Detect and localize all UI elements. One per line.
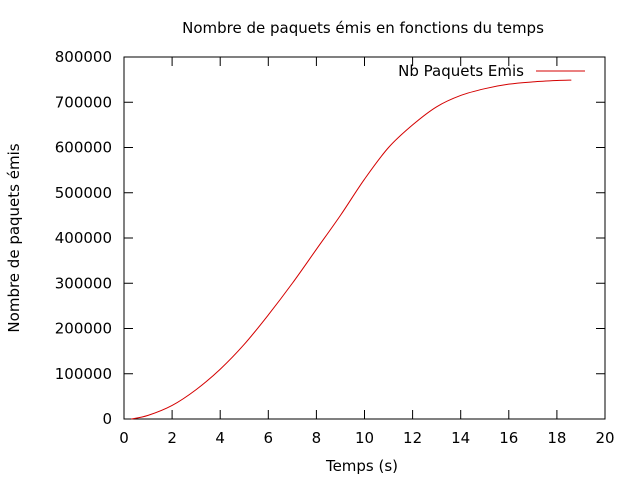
x-axis: 0 2 4 6 8 10 12 14 16 18 20 bbox=[119, 57, 615, 447]
y-axis: 0 100000 200000 300000 400000 500000 600000 700… bbox=[55, 48, 605, 428]
x-tick-label: 12 bbox=[403, 429, 422, 447]
series-layer bbox=[131, 79, 572, 420]
y-tick-label: 100000 bbox=[55, 365, 112, 383]
legend: Nb Paquets Emis bbox=[398, 62, 585, 80]
legend-label: Nb Paquets Emis bbox=[398, 62, 524, 80]
x-tick-label: 14 bbox=[451, 429, 470, 447]
y-tick-label: 600000 bbox=[55, 139, 112, 157]
y-tick-label: 800000 bbox=[55, 48, 112, 66]
x-tick-label: 6 bbox=[264, 429, 274, 447]
y-tick-label: 700000 bbox=[55, 93, 112, 111]
y-tick-label: 0 bbox=[102, 410, 112, 428]
x-tick-label: 20 bbox=[595, 429, 614, 447]
y-axis-label: Nombre de paquets émis bbox=[5, 143, 23, 332]
x-tick-label: 8 bbox=[312, 429, 322, 447]
chart-title: Nombre de paquets émis en fonctions du t… bbox=[182, 19, 544, 37]
y-tick-label: 300000 bbox=[55, 274, 112, 292]
x-tick-label: 18 bbox=[547, 429, 566, 447]
y-tick-label: 400000 bbox=[55, 229, 112, 247]
series-line bbox=[131, 79, 572, 420]
x-tick-label: 16 bbox=[499, 429, 518, 447]
plot-frame bbox=[123, 56, 606, 420]
x-axis-label: Temps (s) bbox=[325, 457, 398, 475]
x-tick-label: 0 bbox=[119, 429, 129, 447]
y-tick-label: 500000 bbox=[55, 184, 112, 202]
x-tick-label: 10 bbox=[355, 429, 374, 447]
x-tick-label: 2 bbox=[167, 429, 177, 447]
x-tick-label: 4 bbox=[215, 429, 225, 447]
y-tick-label: 200000 bbox=[55, 320, 112, 338]
